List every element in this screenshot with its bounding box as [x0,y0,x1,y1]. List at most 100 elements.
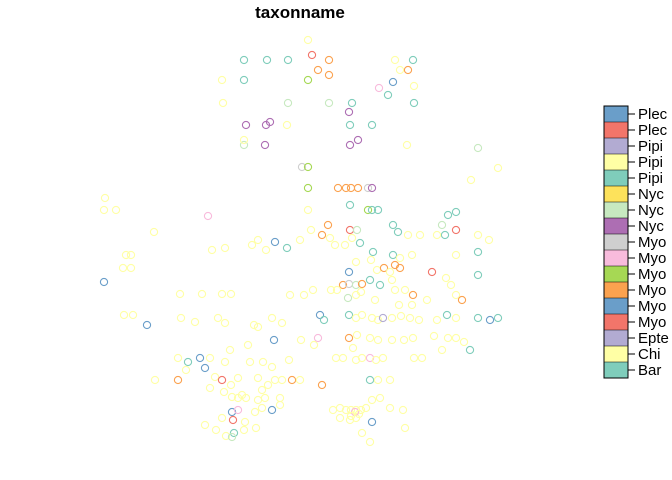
scatter-point [315,310,325,320]
scatter-point [375,280,385,290]
scatter-point [126,263,136,273]
scatter-point [257,403,267,413]
scatter-point [149,227,159,237]
legend: PlecPlecPipiPipiPipiNycNycNycMyoMyoMyoMy… [603,105,669,379]
scatter-point [118,263,128,273]
scatter-point [225,345,235,355]
legend-swatch [604,346,628,362]
legend-swatch [604,314,628,330]
scatter-point [451,333,461,343]
scatter-point [345,200,355,210]
scatter-point [220,357,230,367]
scatter-point [111,205,121,215]
scatter-point [237,390,247,400]
scatter-point [328,405,338,415]
scatter-point [262,55,272,65]
scatter-point [253,373,263,383]
scatter-point [451,225,461,235]
scatter-point [253,395,263,405]
scatter-point [227,432,237,442]
scatter-point [357,279,367,289]
scatter-point [345,225,355,235]
scatter-point [365,437,375,447]
scatter-point [395,253,405,263]
scatter-point [258,357,268,367]
scatter-point [239,75,249,85]
legend-label: Bar [638,362,661,379]
scatter-point [348,343,358,353]
scatter-point [405,313,415,323]
legend-swatch [604,234,628,250]
scatter-point [303,35,313,45]
scatter-point [200,420,210,430]
scatter-point [270,237,280,247]
scatter-point [219,387,229,397]
scatter-point [367,205,377,215]
scatter-point [357,353,367,363]
legend-label: Nyc [638,218,664,235]
scatter-point [351,257,361,267]
legend-swatch [604,202,628,218]
legend-swatch [604,330,628,346]
scatter-point [270,375,280,385]
scatter-point [395,65,405,75]
scatter-point [220,243,230,253]
scatter-point [484,235,494,245]
scatter-point [473,313,483,323]
scatter-point [239,425,249,435]
scatter-point [227,392,237,402]
scatter-point [227,407,237,417]
scatter-point [407,300,417,310]
scatter-point [443,333,453,343]
legend-label: Plec [638,106,668,123]
legend-label: Pipi [638,138,663,155]
scatter-point [493,313,503,323]
scatter-point [210,372,220,382]
legend-swatch [604,170,628,186]
legend-swatch [604,154,628,170]
scatter-point [324,55,334,65]
scatter-point [387,275,397,285]
scatter-point [370,295,380,305]
scatter-point [173,375,183,385]
legend-swatch [604,138,628,154]
scatter-point [275,393,285,403]
scatter-point [250,407,260,417]
scatter-point [263,380,273,390]
scatter-point [285,290,295,300]
legend-swatch [604,266,628,282]
scatter-point [331,353,341,363]
scatter-point [283,55,293,65]
scatter-point [429,331,439,341]
scatter-point [373,205,383,215]
scatter-point [473,270,483,280]
scatter-point [347,233,357,243]
legend-label: Nyc [638,186,664,203]
points-layer [99,35,503,447]
scatter-point [207,245,217,255]
scatter-point [226,380,236,390]
scatter-point [233,373,243,383]
scatter-point [399,335,409,345]
scatter-point [100,193,110,203]
scatter-point [367,183,377,193]
scatter-point [126,250,136,260]
scatter-point [409,353,419,363]
scatter-point [427,267,437,277]
scatter-point [197,289,207,299]
legend-label: Myo [638,250,666,267]
scatter-point [388,220,398,230]
scatter-point [142,320,152,330]
scatter-point [119,310,129,320]
scatter-point [239,135,249,145]
scatter-point [451,290,461,300]
scatter-point [239,140,249,150]
scatter-point [375,393,385,403]
scatter-point [407,250,417,260]
scatter-point [253,322,263,332]
legend-label: Myo [638,266,666,283]
scatter-point [284,355,294,365]
legend-swatch [604,250,628,266]
scatter-point [344,267,354,277]
legend-label: Nyc [638,202,664,219]
